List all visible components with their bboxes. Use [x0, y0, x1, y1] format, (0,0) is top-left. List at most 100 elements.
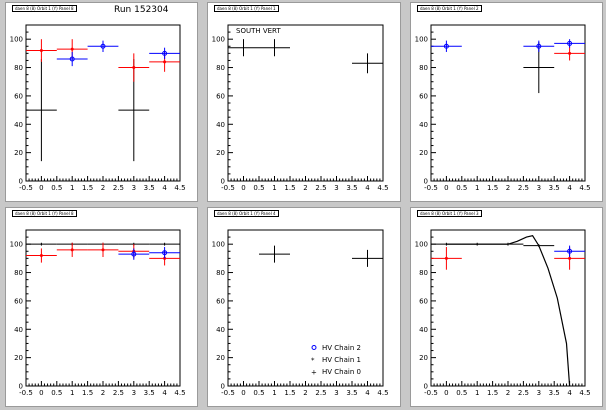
y-tick-label: 80	[419, 64, 428, 72]
x-tick-label: -0.5	[221, 389, 235, 397]
panel-2-title: daen 8 (8) Orbit 1 (Y) Panel 1	[214, 5, 279, 12]
data-point-marker	[567, 40, 573, 46]
x-tick-label: 3.5	[549, 389, 560, 397]
x-tick-label: 0	[39, 184, 43, 192]
x-tick-label: 1.5	[284, 389, 295, 397]
plot-frame	[430, 229, 586, 387]
y-tick-label: 0	[221, 383, 225, 391]
fit-curve	[446, 235, 571, 387]
x-tick-label: -0.5	[221, 184, 235, 192]
x-tick-label: 1.5	[487, 389, 498, 397]
x-tick-label: 0	[241, 389, 245, 397]
y-tick-label: 0	[19, 178, 23, 186]
y-tick-label: 100	[10, 241, 23, 249]
x-tick-label: 4	[365, 389, 370, 397]
x-tick-label: 4.5	[174, 389, 185, 397]
x-tick-label: 3	[132, 389, 136, 397]
y-tick-label: 40	[419, 326, 428, 334]
data-point-marker	[163, 60, 167, 64]
x-tick-label: 0.5	[456, 389, 467, 397]
x-tick-label: 0.5	[51, 389, 62, 397]
x-tick-label: 0.5	[253, 389, 264, 397]
y-tick-label: 0	[221, 178, 225, 186]
x-tick-label: 1	[272, 389, 276, 397]
data-point-marker	[100, 43, 106, 49]
y-tick-label: 60	[14, 92, 23, 100]
x-tick-label: 3	[334, 184, 338, 192]
panel-3: daen 8 (8) Orbit 1 (Y) Panel 2 -0.5 0 0.5 1…	[410, 2, 603, 202]
x-tick-label: 1.5	[487, 184, 498, 192]
x-tick-label: -0.5	[19, 184, 33, 192]
y-tick-label: 100	[212, 36, 225, 44]
plot-frame	[430, 24, 586, 182]
y-tick-label: 40	[216, 121, 225, 129]
y-tick-label: 80	[14, 64, 23, 72]
x-tick-label: -0.5	[424, 184, 438, 192]
y-tick-label: 20	[419, 354, 428, 362]
legend-label: HV Chain 0	[322, 368, 361, 376]
data-point-marker	[163, 256, 167, 260]
x-tick-label: 3	[537, 184, 541, 192]
data-point-marker	[131, 251, 137, 257]
x-tick-label: 1	[272, 184, 276, 192]
data-point-marker	[162, 250, 168, 256]
y-tick-label: 20	[216, 354, 225, 362]
x-tick-label: 3.5	[346, 184, 357, 192]
panel-5: daen 8 (8) Orbit 1 (Y) Panel 4 -0.5 0 0.5 1…	[207, 207, 401, 407]
data-point-marker	[39, 254, 43, 258]
y-tick-label: 60	[216, 92, 225, 100]
y-tick-label: 60	[216, 297, 225, 305]
data-point-marker	[568, 256, 572, 260]
x-tick-label: 2.5	[315, 389, 326, 397]
x-tick-label: 1.5	[82, 184, 93, 192]
y-tick-label: 40	[216, 326, 225, 334]
x-tick-label: 1	[475, 184, 479, 192]
data-point-marker	[132, 66, 136, 70]
y-tick-label: 20	[419, 149, 428, 157]
data-point-marker	[70, 248, 74, 252]
x-tick-label: 0.5	[51, 184, 62, 192]
x-tick-label: 3.5	[144, 184, 155, 192]
x-tick-label: 2.5	[113, 389, 124, 397]
x-tick-label: 2	[101, 184, 105, 192]
y-tick-label: 0	[19, 383, 23, 391]
data-point-marker	[568, 51, 572, 55]
data-point-marker	[567, 248, 573, 254]
plot-frame	[227, 24, 384, 182]
x-tick-label: 4.5	[377, 184, 388, 192]
x-tick-label: -0.5	[19, 389, 33, 397]
panel-6: daen 8 (8) Orbit 1 (Y) Panel 3 -0.5 0 0.5 1…	[410, 207, 603, 407]
x-tick-label: 2.5	[315, 184, 326, 192]
x-tick-label: 3	[334, 389, 338, 397]
x-tick-label: 3.5	[549, 184, 560, 192]
y-tick-label: 100	[212, 241, 225, 249]
panel-2-plot: -0.5 0 0.5 1 1.5 2 2.5 3 3.5 4 4.5020406080100SOUT…	[212, 24, 389, 192]
x-tick-label: 4.5	[377, 389, 388, 397]
y-tick-label: 60	[419, 92, 428, 100]
panel-3-title: daen 8 (8) Orbit 1 (Y) Panel 2	[417, 5, 482, 12]
panel-1-title: daen 8 (8) Orbit 1 (Y) Panel 8	[12, 5, 77, 12]
y-tick-label: 80	[216, 64, 225, 72]
y-tick-label: 60	[14, 297, 23, 305]
y-tick-label: 80	[419, 269, 428, 277]
x-tick-label: 3.5	[346, 389, 357, 397]
y-tick-label: 40	[419, 121, 428, 129]
data-point-marker	[444, 256, 448, 260]
data-point-marker	[69, 56, 75, 62]
x-tick-label: 2	[303, 184, 307, 192]
x-tick-label: 2	[101, 389, 105, 397]
x-tick-label: 0	[241, 184, 245, 192]
y-tick-label: 20	[14, 354, 23, 362]
y-tick-label: 100	[415, 36, 428, 44]
x-tick-label: 2.5	[518, 389, 529, 397]
x-tick-label: 1.5	[284, 184, 295, 192]
x-tick-label: 4	[567, 389, 572, 397]
panel-4: daen 8 (8) Orbit 1 (Y) Panel 8 -0.5 0 0.5 1…	[5, 207, 198, 407]
panel-6-title: daen 8 (8) Orbit 1 (Y) Panel 3	[417, 210, 482, 217]
x-tick-label: 2	[506, 184, 510, 192]
legend-marker: +	[311, 369, 317, 377]
data-point-marker	[443, 43, 449, 49]
